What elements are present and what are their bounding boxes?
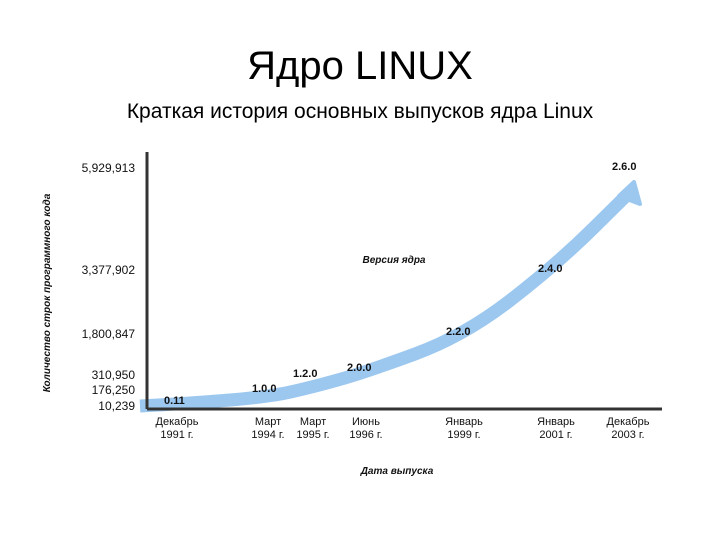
version-label: 2.0.0 [347, 362, 371, 374]
version-label: 1.0.0 [252, 383, 276, 395]
x-tick-label: Январь 1999 г. [445, 416, 483, 441]
version-label: 2.6.0 [612, 161, 636, 173]
y-tick-label: 3,377,902 [82, 263, 136, 277]
y-tick-label: 310,950 [92, 368, 136, 382]
x-tick-label: Январь 2001 г. [537, 416, 575, 441]
x-tick-label: Июнь 1996 г. [349, 416, 382, 441]
y-tick-label: 176,250 [92, 383, 136, 397]
version-label: 1.2.0 [293, 368, 317, 380]
y-axis-title: Количество строк программного кода [42, 193, 53, 392]
growth-arrow-head [617, 180, 642, 206]
version-label: 2.2.0 [446, 326, 470, 338]
x-tick-label: Декабрь 2003 г. [607, 416, 650, 441]
version-label: 2.4.0 [538, 263, 562, 275]
x-tick-label: Март 1994 г. [251, 416, 284, 441]
x-tick-label: Март 1995 г. [296, 416, 329, 441]
y-tick-label: 5,929,913 [82, 161, 136, 175]
y-tick-label: 10,239 [98, 399, 135, 413]
x-tick-label: Декабрь 1991 г. [156, 416, 199, 441]
version-label: 0.11 [164, 395, 185, 407]
slide-subtitle: Краткая история основных выпусков ядра L… [126, 100, 594, 123]
series-label: Версия ядра [363, 255, 426, 266]
y-tick-label: 1,800,847 [82, 327, 136, 341]
slide-title: Ядро LINUX [247, 44, 473, 88]
x-axis-title: Дата выпуска [360, 466, 434, 477]
growth-arrow-line [139, 187, 635, 413]
